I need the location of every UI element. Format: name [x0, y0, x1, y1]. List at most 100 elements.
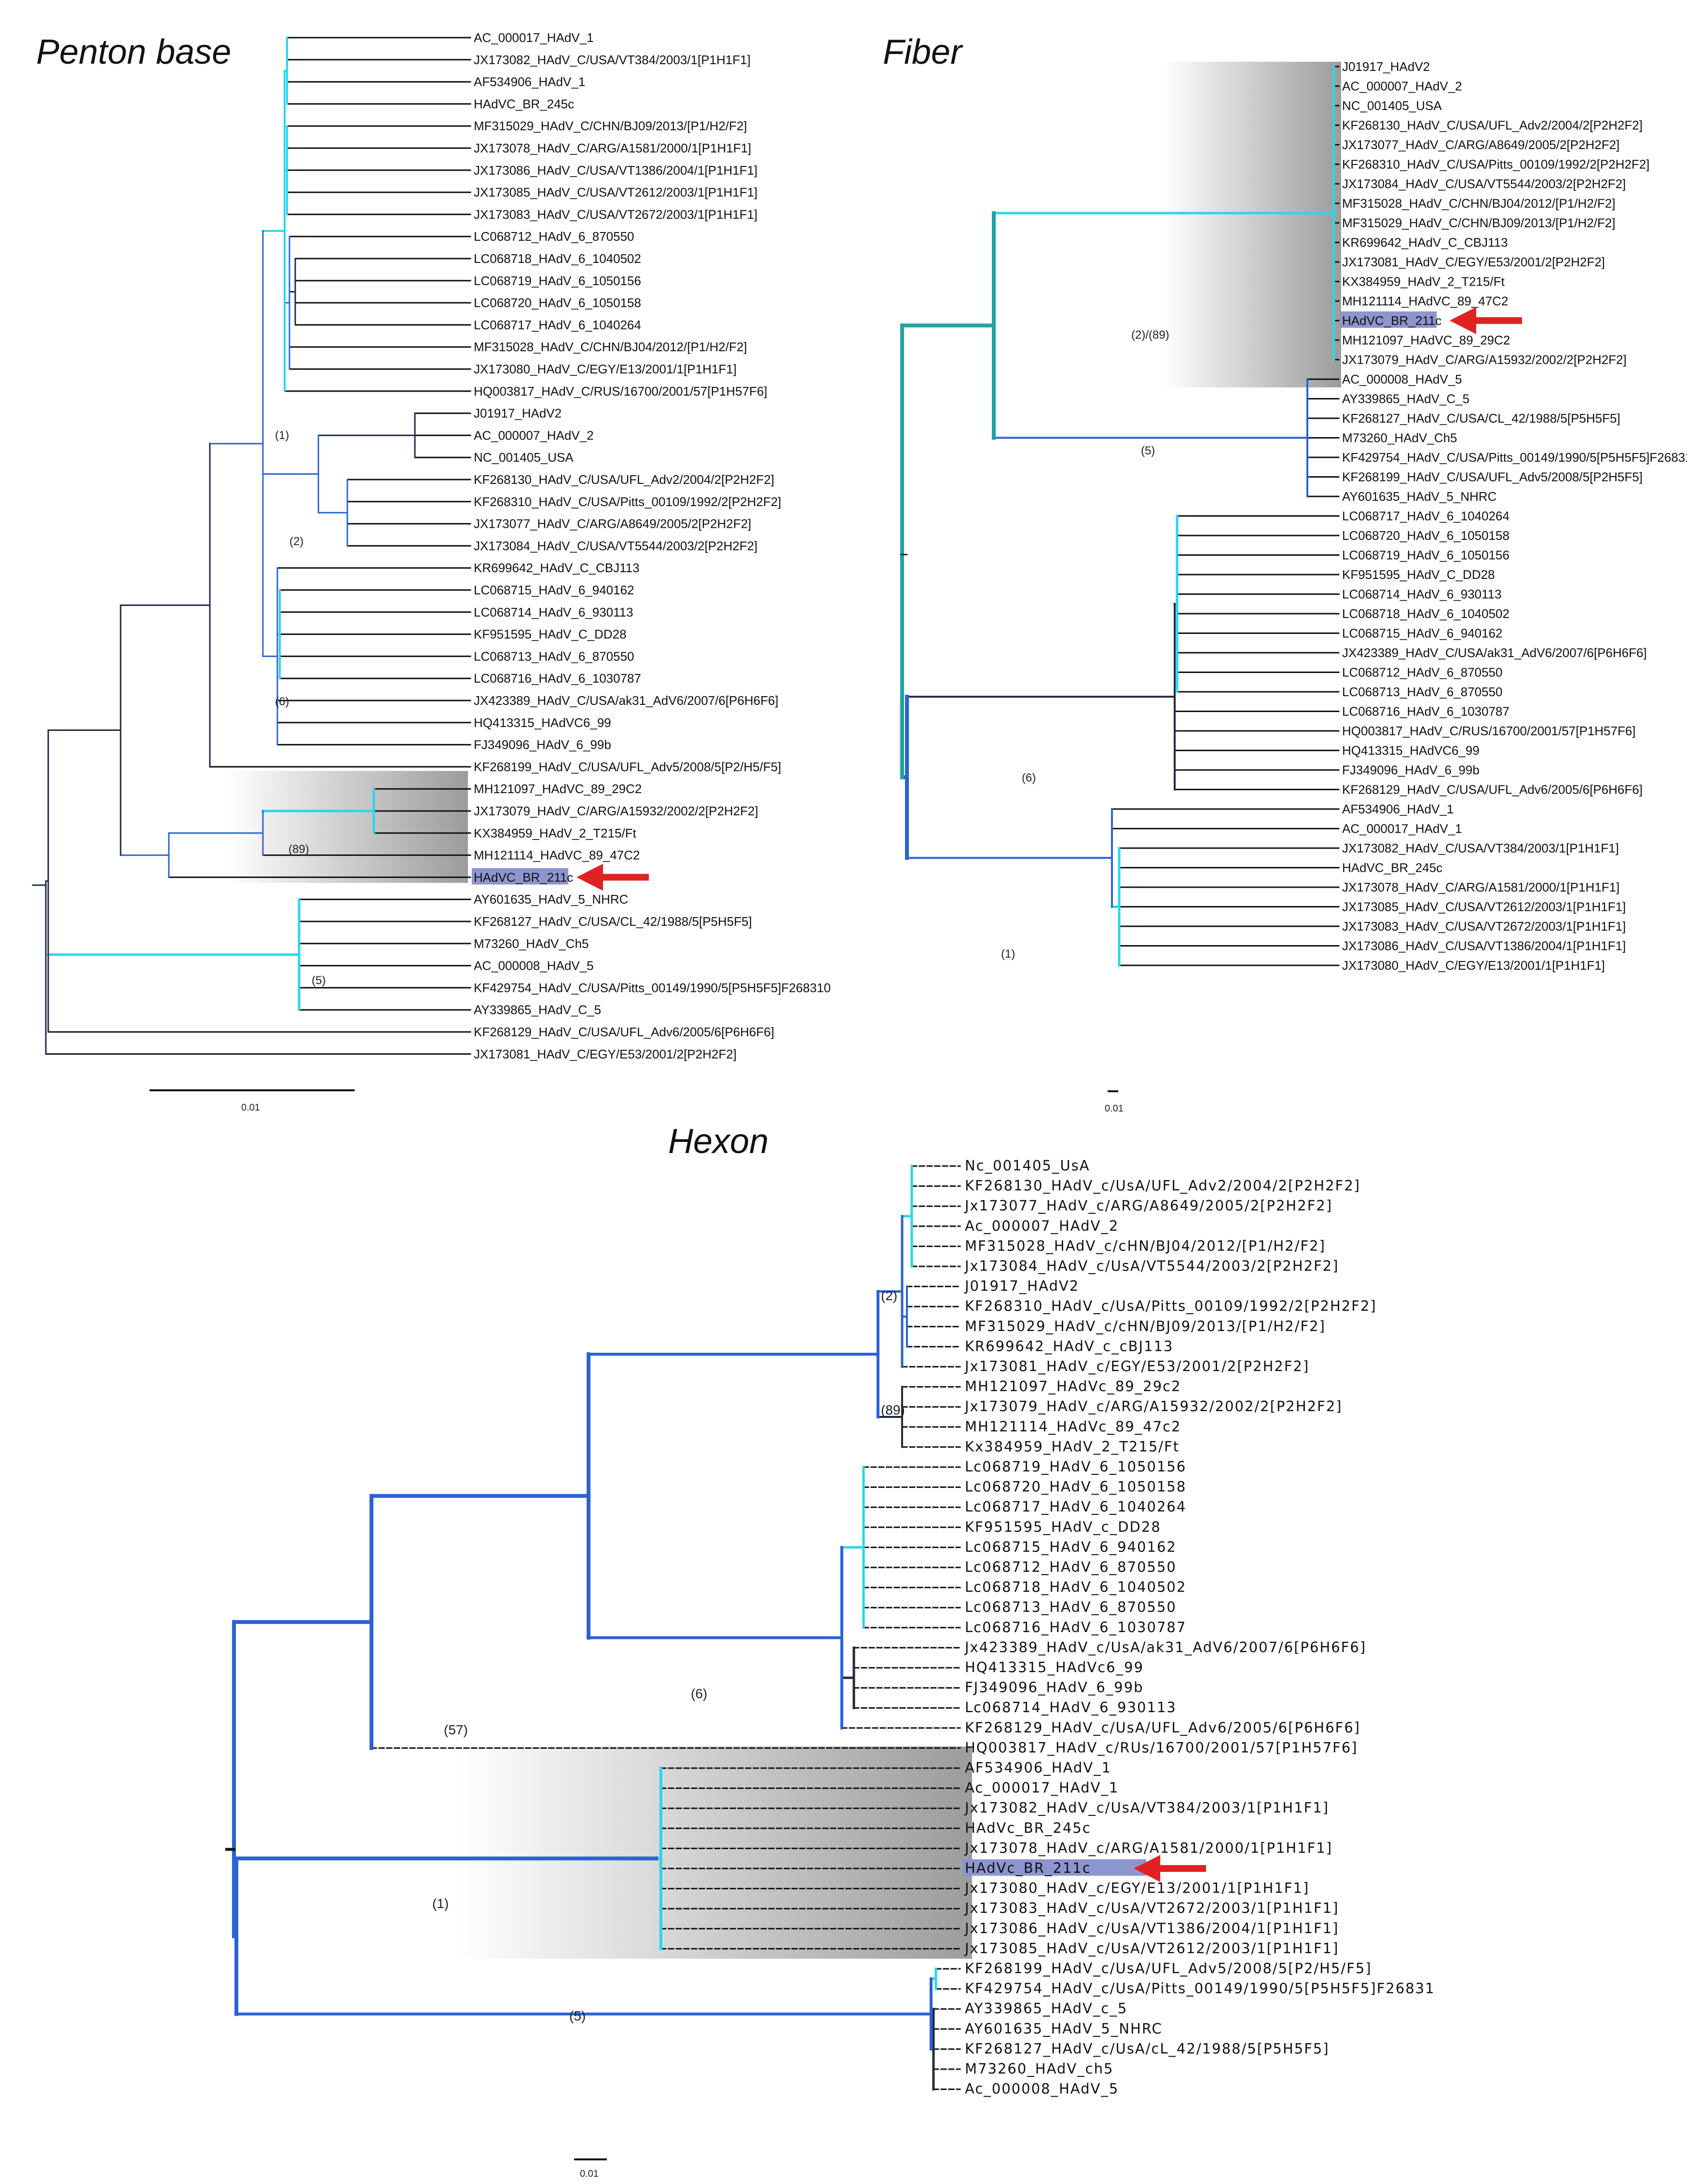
fiber-leaf-label: KF268129_HAdV_C/USA/UFL_Adv6/2005/6[P6H6… [1342, 783, 1643, 797]
fiber-leaf-label: AY601635_HAdV_5_NHRC [1342, 489, 1496, 504]
penton-leaf-label: AF534906_HAdV_1 [474, 75, 585, 89]
penton-leaf-label: LC068717_HAdV_6_1040264 [474, 317, 641, 332]
fiber-leaf-label: AC_000007_HAdV_2 [1342, 79, 1462, 94]
hexon-leaf-label: Jx173084_HAdV_c/UsA/VT5544/2003/2[P2H2F2… [964, 1258, 1339, 1274]
fiber-scale-bar: 0.01 [1105, 1090, 1124, 1114]
hexon-leaf-label: MH121097_HAdVc_89_29c2 [965, 1378, 1181, 1395]
hexon-leaf-label: HQ003817_HAdV_c/RUs/16700/2001/57[P1H57F… [965, 1739, 1358, 1756]
penton-leaf-label: AY339865_HAdV_C_5 [474, 1003, 601, 1017]
fiber-leaf-label: NC_001405_USA [1342, 98, 1442, 113]
hexon-leaf-label: AY601635_HAdV_5_NHRC [965, 2020, 1163, 2037]
hexon-leaf-label: FJ349096_HAdV_6_99b [965, 1679, 1144, 1696]
fiber-leaf-label: JX173079_HAdV_C/ARG/A15932/2002/2[P2H2F2… [1342, 353, 1627, 367]
fiber-node-labels: (2)/(89) (5) (6) (1) [1001, 329, 1169, 961]
penton-leaf-label: KR699642_HAdV_C_CBJ113 [474, 561, 640, 575]
hexon-highlight-shade [458, 1746, 972, 1959]
highlight-box [472, 868, 568, 885]
penton-leaf-label: JX173079_HAdV_C/ARG/A15932/2002/2[P2H2F2… [474, 804, 758, 818]
fiber-leaf-label: LC068712_HAdV_6_870550 [1342, 665, 1503, 680]
fiber-leaf-label: HAdVC_BR_245c [1342, 861, 1442, 875]
hexon-leaf-label: M73260_HAdV_ch5 [965, 2060, 1113, 2077]
penton-leaf-label: JX173086_HAdV_C/USA/VT1386/2004/1[P1H1F1… [474, 163, 757, 178]
fiber-leaf-label: M73260_HAdV_Ch5 [1342, 431, 1457, 445]
penton-scale-bar: 0.01 [150, 1089, 355, 1113]
fiber-leaf-label: AC_000008_HAdV_5 [1342, 372, 1462, 386]
penton-node-label: (5) [312, 974, 326, 987]
hexon-leaf-label: Lc068715_HAdV_6_940162 [965, 1538, 1177, 1555]
hexon-leaf-label: Jx173080_HAdV_c/EGY/E13/2001/1[P1H1F1] [964, 1880, 1309, 1896]
hexon-tree [225, 1165, 961, 2091]
fiber-panel: Fiber J01917_HAdV2 AC_000007_HAdV_2 NC_001… [883, 33, 1687, 1114]
fiber-leaf-label: LC068717_HAdV_6_1040264 [1342, 509, 1509, 523]
penton-leaf-label: LC068715_HAdV_6_940162 [474, 583, 634, 597]
penton-leaf-label: JX423389_HAdV_C/USA/ak31_AdV6/2007/6[P6H… [474, 693, 779, 708]
hexon-leaf-label: Lc068713_HAdV_6_870550 [965, 1599, 1177, 1615]
hexon-labels: Nc_001405_UsA KF268130_HAdV_c/UsA/UFL_Adv… [963, 1157, 1434, 2097]
hexon-leaf-label: J01917_HAdV2 [964, 1278, 1079, 1294]
hexon-leaf-label: MF315028_HAdV_c/cHN/BJ04/2012/[P1/H2/F2] [965, 1237, 1326, 1254]
penton-leaf-label: KF951595_HAdV_C_DD28 [474, 627, 627, 642]
penton-leaf-label: JX173081_HAdV_C/EGY/E53/2001/2[P2H2F2] [474, 1047, 737, 1061]
hexon-node-label: (89) [881, 1402, 905, 1417]
hexon-leaf-label: Jx173083_HAdV_c/UsA/VT2672/2003/1[P1H1F1… [964, 1900, 1339, 1916]
hexon-leaf-label: Jx173086_HAdV_c/UsA/VT1386/2004/1[P1H1F1… [964, 1920, 1339, 1937]
hexon-leaf-label: Lc068719_HAdV_6_1050156 [965, 1458, 1186, 1475]
penton-panel: Penton base AC_000017_HAdV_1 JX173082_HAd… [32, 30, 831, 1113]
fiber-leaf-label: JX173078_HAdV_C/ARG/A1581/2000/1[P1H1F1] [1342, 880, 1619, 894]
fiber-scale-label: 0.01 [1105, 1103, 1124, 1114]
penton-leaf-label: MH121097_HAdVC_89_29C2 [474, 782, 642, 796]
fiber-node-label: (2)/(89) [1131, 329, 1169, 342]
fiber-leaf-label: JX173084_HAdV_C/USA/VT5544/2003/2[P2H2F2… [1342, 177, 1626, 191]
penton-leaf-label: LC068719_HAdV_6_1050156 [474, 274, 641, 288]
hexon-leaf-label: Jx173081_HAdV_c/EGY/E53/2001/2[P2H2F2] [964, 1358, 1309, 1374]
penton-leaf-label: JX173083_HAdV_C/USA/VT2672/2003/1[P1H1F1… [474, 207, 757, 221]
fiber-leaf-label: LC068716_HAdV_6_1030787 [1342, 704, 1509, 719]
hexon-leaf-label: Nc_001405_UsA [965, 1157, 1090, 1174]
fiber-leaf-label: HQ413315_HAdVC6_99 [1342, 743, 1480, 758]
fiber-leaf-label: JX173086_HAdV_C/USA/VT1386/2004/1[P1H1F1… [1342, 939, 1626, 953]
arrow-head [1450, 307, 1476, 334]
hexon-scale-bar: 0.01 [574, 2158, 607, 2179]
hexon-node-labels: (2) (89) (6) (57) (1) (5) [432, 1288, 905, 2023]
hexon-leaf-label: AY339865_HAdV_c_5 [965, 2000, 1127, 2017]
penton-tree [32, 37, 471, 1055]
hexon-leaf-label: Jx173078_HAdV_c/ARG/A1581/2000/1[P1H1F1] [964, 1840, 1332, 1856]
penton-leaf-label: JX173078_HAdV_C/ARG/A1581/2000/1[P1H1F1] [474, 141, 751, 155]
hexon-leaf-label: HQ413315_HAdVc6_99 [965, 1659, 1144, 1676]
fiber-leaf-label: LC068714_HAdV_6_930113 [1342, 587, 1502, 602]
fiber-leaf-label: KF268127_HAdV_C/USA/CL_42/1988/5[P5H5F5] [1342, 411, 1620, 426]
hexon-node-label: (1) [432, 1896, 449, 1911]
penton-node-label: (6) [275, 695, 289, 708]
fiber-leaf-label: MF315029_HAdV_C/CHN/BJ09/2013/[P1/H2/F2] [1342, 216, 1616, 230]
penton-leaf-label: M73260_HAdV_Ch5 [474, 936, 589, 951]
hexon-leaf-label: Ac_000007_HAdV_2 [965, 1218, 1119, 1234]
hexon-leaf-label: Lc068716_HAdV_6_1030787 [965, 1619, 1186, 1635]
fiber-leaf-label: AY339865_HAdV_C_5 [1342, 392, 1469, 406]
penton-leaf-label: MH121114_HAdVC_89_47C2 [474, 848, 640, 863]
highlight-box [963, 1859, 1146, 1876]
fiber-leaf-label: MH121097_HAdVC_89_29C2 [1342, 333, 1510, 347]
penton-leaf-label: MF315028_HAdV_C/CHN/BJ04/2012/[P1/H2/F2] [474, 340, 747, 354]
fiber-node-label: (6) [1022, 771, 1036, 784]
hexon-leaf-label: Jx173077_HAdV_c/ARG/A8649/2005/2[P2H2F2] [964, 1197, 1332, 1214]
hexon-leaf-label: Jx173079_HAdV_c/ARG/A15932/2002/2[P2H2F2… [964, 1398, 1343, 1415]
hexon-leaf-label: Jx423389_HAdV_c/UsA/ak31_AdV6/2007/6[P6H… [964, 1639, 1366, 1655]
penton-leaf-label: JX173082_HAdV_C/USA/VT384/2003/1[P1H1F1] [474, 53, 751, 67]
fiber-node-label: (1) [1001, 948, 1015, 961]
penton-leaf-label: J01917_HAdV2 [474, 406, 562, 421]
penton-leaf-label: LC068712_HAdV_6_870550 [474, 229, 634, 244]
hexon-leaf-label: Ac_000008_HAdV_5 [965, 2081, 1119, 2097]
penton-leaf-label: LC068716_HAdV_6_1030787 [474, 671, 641, 686]
penton-leaf-label: KF268310_HAdV_C/USA/Pitts_00109/1992/2[P… [474, 494, 781, 509]
penton-leaf-label: HAdVC_BR_245c [474, 96, 574, 111]
fiber-leaf-label: JX173080_HAdV_C/EGY/E13/2001/1[P1H1F1] [1342, 958, 1605, 973]
hexon-leaf-label: HAdVc_BR_211c [965, 1860, 1091, 1876]
fiber-title: Fiber [883, 33, 963, 71]
hexon-leaf-label: KF268199_HAdV_c/UsA/UFL_Adv5/2008/5[P2/H… [965, 1960, 1372, 1977]
penton-leaf-label: LC068714_HAdV_6_930113 [474, 605, 633, 619]
fiber-leaf-label: AC_000017_HAdV_1 [1342, 822, 1462, 836]
penton-node-label: (1) [275, 429, 289, 442]
hexon-leaf-label: Lc068720_HAdV_6_1050158 [965, 1479, 1186, 1495]
fiber-leaf-label: JX173081_HAdV_C/EGY/E53/2001/2[P2H2F2] [1342, 255, 1605, 269]
